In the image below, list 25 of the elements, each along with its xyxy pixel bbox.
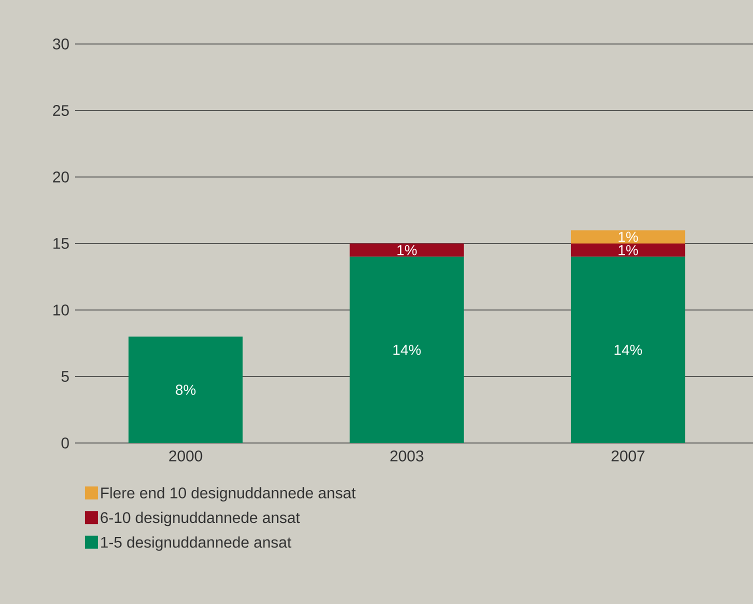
- bar: [128, 336, 243, 443]
- bar: [350, 256, 464, 443]
- y-tick-label: 0: [62, 438, 69, 448]
- y-tick-label: 5: [62, 371, 69, 382]
- y-tick-label: 20: [53, 172, 69, 182]
- data-label: 14%: [393, 344, 421, 355]
- bar: [570, 244, 686, 257]
- y-tick-label: 15: [53, 238, 69, 249]
- bar: [570, 230, 686, 244]
- x-tick-label: 2003: [390, 450, 424, 462]
- bar: [350, 244, 464, 257]
- y-tick-label: 30: [52, 38, 69, 50]
- legend-label: 1-5 designuddannede ansat: [101, 536, 292, 551]
- legend-label: Flere end 10 designuddannede ansat: [101, 487, 356, 502]
- legend-label: 6-10 designuddannede ansat: [100, 512, 300, 526]
- x-tick-label: 2000: [169, 450, 202, 462]
- y-tick-label: 25: [53, 105, 69, 116]
- data-label: 1%: [397, 245, 417, 256]
- data-label: 8%: [176, 384, 196, 395]
- x-tick-label: 2007: [612, 450, 644, 462]
- data-label: 14%: [614, 344, 642, 355]
- data-label: 1%: [618, 232, 638, 242]
- bar: [570, 256, 686, 443]
- data-label: 1%: [618, 245, 638, 256]
- y-tick-label: 10: [53, 304, 69, 316]
